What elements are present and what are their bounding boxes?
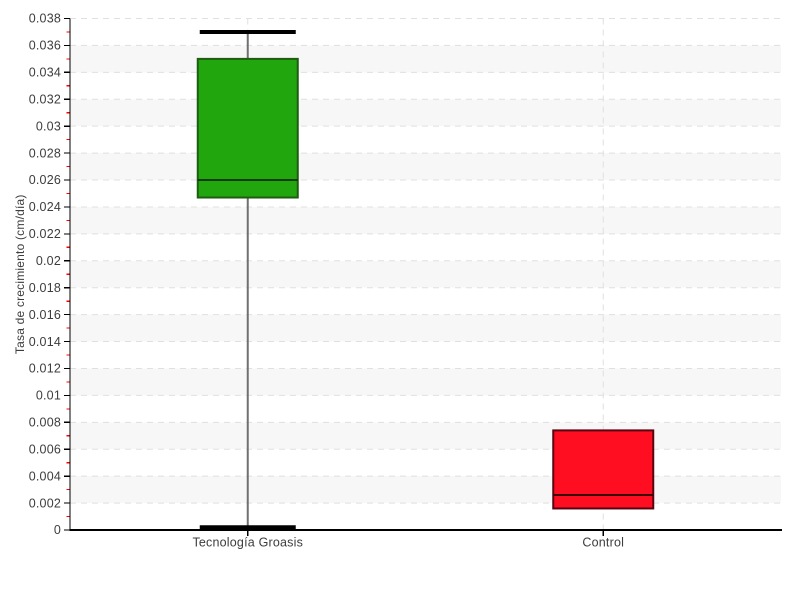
y-tick-label: 0.036 (29, 39, 61, 53)
gridlines (70, 18, 781, 530)
box-plot-1 (552, 429, 655, 510)
grid-band (70, 260, 781, 288)
y-tick-label: 0.018 (29, 281, 61, 295)
box (196, 57, 299, 199)
y-tick-label: 0.028 (29, 146, 61, 160)
box-plot-0 (196, 29, 299, 530)
y-tick-label: 0.034 (29, 66, 61, 80)
y-tick-label: 0.02 (36, 254, 61, 268)
y-tick-label: 0.012 (29, 362, 61, 376)
y-axis-title: Tasa de crecimiento (cm/día) (13, 194, 27, 354)
y-tick-label: 0.022 (29, 227, 61, 241)
y-tick-label: 0.026 (29, 173, 61, 187)
y-tick-label: 0 (54, 523, 61, 537)
y-tick-label: 0.002 (29, 496, 61, 510)
y-tick-label: 0.008 (29, 416, 61, 430)
box (552, 429, 655, 510)
grid-band (70, 153, 781, 181)
ticks (64, 17, 604, 536)
y-tick-label: 0.03 (36, 119, 61, 133)
y-tick-label: 0.016 (29, 308, 61, 322)
y-tick-label: 0.024 (29, 200, 61, 214)
grid-band (70, 45, 781, 73)
y-tick-label: 0.032 (29, 92, 61, 106)
y-tick-label: 0.038 (29, 12, 61, 26)
grid-band (70, 422, 781, 450)
grid-band (70, 99, 781, 127)
grid-band (70, 206, 781, 234)
grid-band (70, 476, 781, 504)
box-series (196, 29, 655, 530)
y-tick-label: 0.01 (36, 389, 61, 403)
y-tick-label: 0.014 (29, 335, 61, 349)
grid-band (70, 314, 781, 342)
grid-bands (70, 45, 781, 504)
axes (69, 18, 782, 531)
x-category-label: Control (582, 536, 624, 550)
axis-labels: 0 0.002 0.004 0.006 0.008 0.01 0.012 0.014 0.016… (13, 12, 624, 550)
x-category-label: Tecnología Groasis (192, 536, 303, 550)
grid-band (70, 368, 781, 396)
y-tick-label: 0.006 (29, 442, 61, 456)
y-tick-label: 0.004 (29, 469, 61, 483)
